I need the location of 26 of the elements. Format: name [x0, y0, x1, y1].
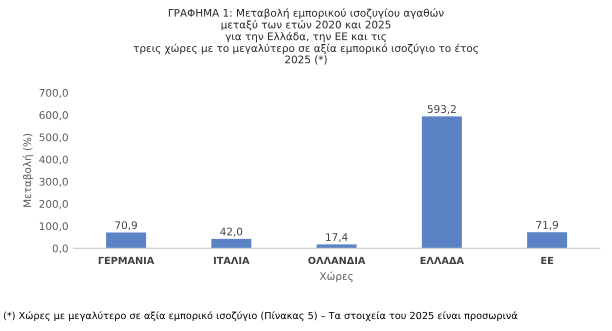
- x-tick-label: ΕΕ: [541, 256, 554, 264]
- data-label: 17,4: [326, 233, 348, 242]
- data-label: 593,2: [428, 105, 456, 114]
- text: (*) Χώρες με μεγαλύτερο σε αξία εμπορικό ισοζύγιο (Πίνακας 5) – Τα στοιχεία του 2025 είναι προσωρινά: [4, 311, 518, 322]
- data-label: 71,9: [536, 220, 558, 230]
- y-tick-label: 200,0: [40, 200, 68, 209]
- y-tick-label: 400,0: [39, 156, 68, 165]
- data-label: 42,0: [220, 228, 242, 237]
- y-tick-label: 600,0: [39, 111, 68, 120]
- bar: [211, 238, 252, 248]
- x-tick-label: ΓΕΡΜΑΝΙΑ: [98, 256, 154, 264]
- y-tick-label: 700,0: [40, 88, 68, 98]
- x-tick-label: ΙΤΑΛΙΑ: [214, 256, 250, 264]
- y-tick-label: 0,0: [52, 244, 68, 254]
- y-axis-title: Μεταβολή (%): [22, 134, 34, 207]
- chart-title: ΓΡΑΦΗΜΑ 1: Μεταβολή εμπορικού ισοζυγίου αγαθών μεταξύ των ετών 2020 και 2025 για την Ελλάδα, την ΕΕ και τις τρεις χώρες με το μεγαλύτερο σε αξία εμπορικό ισοζύγιο το έτος 2025 (*): [134, 8, 478, 65]
- data-label: 70,9: [115, 221, 137, 230]
- y-tick-label: 500,0: [40, 133, 68, 142]
- y-tick-label: 300,0: [40, 178, 68, 187]
- y-tick-label: 100,0: [40, 222, 68, 232]
- bar: [527, 232, 568, 248]
- bar: [106, 232, 146, 248]
- x-tick-label: ΕΛΛΑΔΑ: [420, 256, 464, 264]
- x-axis-title: Χώρες: [320, 272, 353, 282]
- x-tick-label: ΟΛΛΑΝΔΙΑ: [308, 256, 366, 264]
- bar: [422, 116, 462, 248]
